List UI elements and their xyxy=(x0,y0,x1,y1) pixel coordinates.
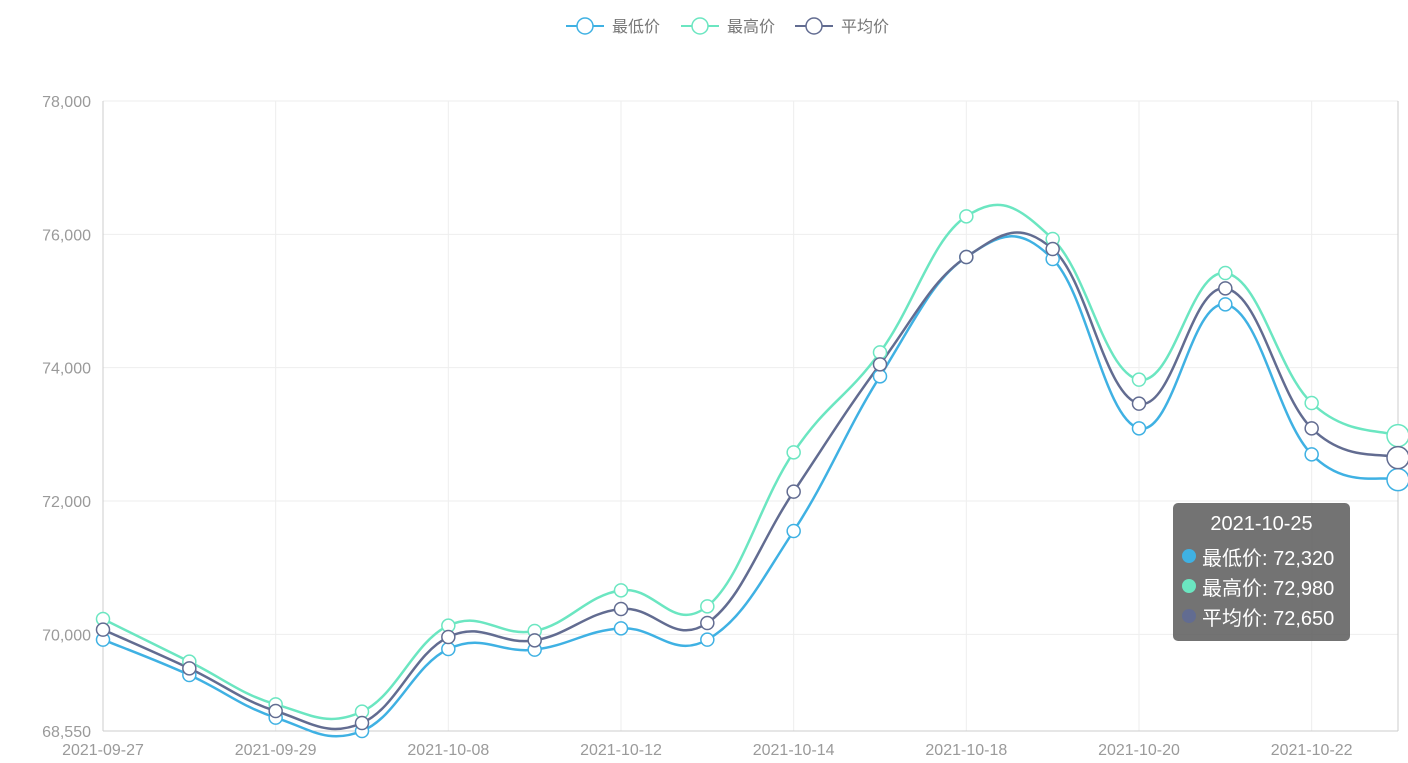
legend-item-3[interactable]: 平均价 xyxy=(795,17,889,36)
tooltip-row-max: 最高价: 72,980 xyxy=(1182,571,1350,601)
tooltip-label-min: 最低价: 72,320 xyxy=(1202,547,1335,570)
y-tick-label: 78,000 xyxy=(42,94,91,111)
series-point-3[interactable] xyxy=(1218,281,1233,296)
series-point-3[interactable] xyxy=(268,703,283,719)
series-point-3[interactable] xyxy=(354,715,370,731)
legend-circle-icon xyxy=(691,17,709,35)
series-point-2[interactable] xyxy=(1131,372,1147,387)
series-point-2[interactable] xyxy=(1218,265,1233,281)
series-point-2[interactable] xyxy=(613,583,629,598)
series-point-3[interactable] xyxy=(786,484,801,499)
chart-series-points[interactable] xyxy=(95,209,1408,739)
tooltip-label-max: 最高价: 72,980 xyxy=(1202,577,1335,600)
series-point-3[interactable] xyxy=(613,601,629,617)
series-point-3[interactable] xyxy=(182,661,197,676)
chart-legend[interactable]: 最低价 最高价 平均价 xyxy=(566,17,889,36)
series-point-2[interactable] xyxy=(1386,423,1408,448)
tooltip-label-avg: 平均价: 72,650 xyxy=(1202,607,1335,630)
series-point-3[interactable] xyxy=(1045,241,1060,257)
series-point-2[interactable] xyxy=(700,599,715,614)
series-point-2[interactable] xyxy=(959,209,974,224)
x-tick-label: 2021-10-18 xyxy=(925,742,1007,759)
series-point-1[interactable] xyxy=(1386,467,1408,492)
series-line-3[interactable] xyxy=(102,231,1399,731)
chart-series-lines[interactable] xyxy=(102,203,1399,738)
series-line-1[interactable] xyxy=(102,235,1399,738)
tooltip-dot-min xyxy=(1182,549,1196,563)
series-point-1[interactable] xyxy=(786,523,801,539)
legend-label: 平均价 xyxy=(841,18,889,36)
y-tick-label: 74,000 xyxy=(42,361,91,378)
series-point-1[interactable] xyxy=(613,621,629,636)
y-tick-label: 70,000 xyxy=(42,627,91,644)
series-point-2[interactable] xyxy=(1304,395,1319,411)
x-tick-label: 2021-10-08 xyxy=(407,742,489,759)
tooltip-dot-max xyxy=(1182,579,1196,593)
series-point-1[interactable] xyxy=(1304,447,1319,462)
series-point-2[interactable] xyxy=(786,445,801,460)
x-tick-label: 2021-09-29 xyxy=(235,742,317,759)
series-point-3[interactable] xyxy=(700,615,715,631)
series-point-2[interactable] xyxy=(872,345,888,360)
legend-label: 最高价 xyxy=(727,18,775,36)
series-point-1[interactable] xyxy=(872,369,888,384)
series-point-3[interactable] xyxy=(527,633,542,648)
x-tick-label: 2021-10-22 xyxy=(1271,742,1353,759)
series-point-3[interactable] xyxy=(1304,421,1319,436)
legend-label: 最低价 xyxy=(612,18,660,36)
legend-item-2[interactable]: 最高价 xyxy=(681,17,775,36)
legend-circle-icon xyxy=(576,17,594,35)
tooltip-date: 2021-10-25 xyxy=(1210,513,1313,535)
chart-axes: 68,550 70,000 72,000 74,000 76,000 78,000 2021… xyxy=(42,94,1399,759)
series-point-1[interactable] xyxy=(441,641,456,657)
tooltip-row-avg: 平均价: 72,650 xyxy=(1182,601,1350,631)
legend-item-1[interactable]: 最低价 xyxy=(566,17,660,36)
series-point-3[interactable] xyxy=(95,622,111,637)
y-tick-label: 76,000 xyxy=(42,227,91,244)
series-point-1[interactable] xyxy=(700,632,715,647)
chart-grid xyxy=(103,100,1398,731)
series-point-3[interactable] xyxy=(441,629,456,645)
x-tick-label: 2021-10-14 xyxy=(753,742,835,759)
y-tick-label: 72,000 xyxy=(42,494,91,511)
series-point-1[interactable] xyxy=(1131,421,1147,436)
series-line-2[interactable] xyxy=(102,203,1399,721)
tooltip-dot-avg xyxy=(1182,609,1196,623)
tooltip-row-min: 最低价: 72,320 xyxy=(1182,541,1350,571)
legend-circle-icon xyxy=(805,17,823,35)
series-point-3[interactable] xyxy=(872,357,888,372)
series-point-3[interactable] xyxy=(1131,396,1147,411)
x-tick-label: 2021-10-20 xyxy=(1098,742,1180,759)
series-point-3[interactable] xyxy=(959,249,974,265)
x-tick-label: 2021-09-27 xyxy=(62,742,144,759)
series-point-1[interactable] xyxy=(1218,297,1233,312)
y-tick-label: 68,550 xyxy=(42,724,91,741)
chart-tooltip: 2021-10-25 最低价: 72,320 最高价: 72,980 平均价: … xyxy=(1173,503,1350,641)
x-tick-label: 2021-10-12 xyxy=(580,742,662,759)
series-point-3[interactable] xyxy=(1386,445,1408,470)
